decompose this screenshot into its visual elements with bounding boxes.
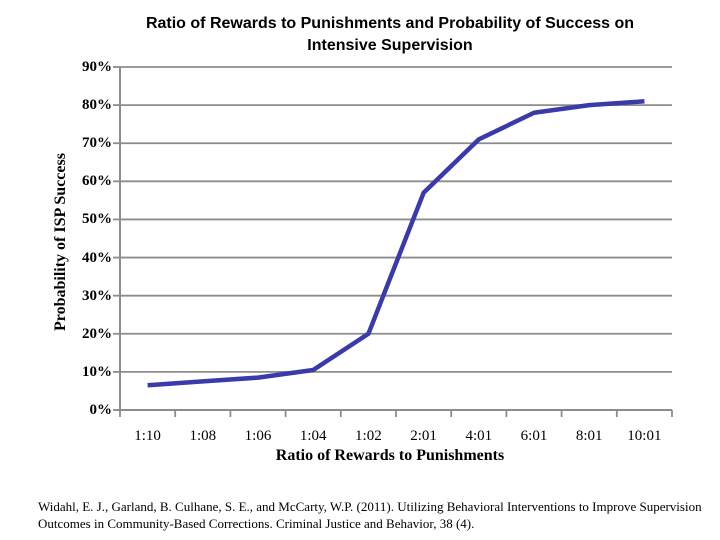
y-axis-title: Probability of ISP Success bbox=[52, 153, 69, 331]
x-tick-label: 6:01 bbox=[520, 428, 548, 444]
y-tick-label: 60% bbox=[82, 173, 112, 190]
x-tick-label: 1:10 bbox=[134, 428, 161, 444]
x-tick-label: 1:08 bbox=[189, 428, 217, 444]
chart-title: Ratio of Rewards to Punishments and Prob… bbox=[145, 15, 635, 54]
y-tick-label: 30% bbox=[82, 287, 112, 304]
citation: Widahl, E. J., Garland, B. Culhane, S. E… bbox=[38, 498, 710, 532]
citation-line-2: Outcomes in Community-Based Corrections.… bbox=[38, 516, 475, 531]
y-tick-label: 90% bbox=[82, 59, 112, 75]
x-axis-title: Ratio of Rewards to Punishments bbox=[275, 447, 505, 464]
series-line bbox=[147, 99, 645, 388]
x-tick-label: 8:01 bbox=[575, 428, 603, 444]
y-tick-label: 0% bbox=[89, 402, 113, 418]
y-tick-label: 70% bbox=[82, 135, 112, 152]
x-tick-label: 2:01 bbox=[410, 428, 437, 444]
citation-line-1: Widahl, E. J., Garland, B. Culhane, S. E… bbox=[38, 499, 702, 514]
x-tick-label: 1:06 bbox=[244, 428, 272, 444]
x-tick-label: 1:04 bbox=[299, 428, 327, 444]
y-tick-label: 20% bbox=[82, 325, 112, 342]
x-tick-label: 4:01 bbox=[465, 428, 493, 444]
x-tick-label: 1:02 bbox=[355, 428, 382, 444]
x-tick-label: 10:01 bbox=[627, 428, 662, 444]
y-tick-label: 40% bbox=[82, 249, 112, 266]
y-tick-label: 10% bbox=[82, 363, 112, 380]
y-tick-label: 80% bbox=[82, 97, 112, 114]
y-tick-label: 50% bbox=[82, 211, 112, 228]
